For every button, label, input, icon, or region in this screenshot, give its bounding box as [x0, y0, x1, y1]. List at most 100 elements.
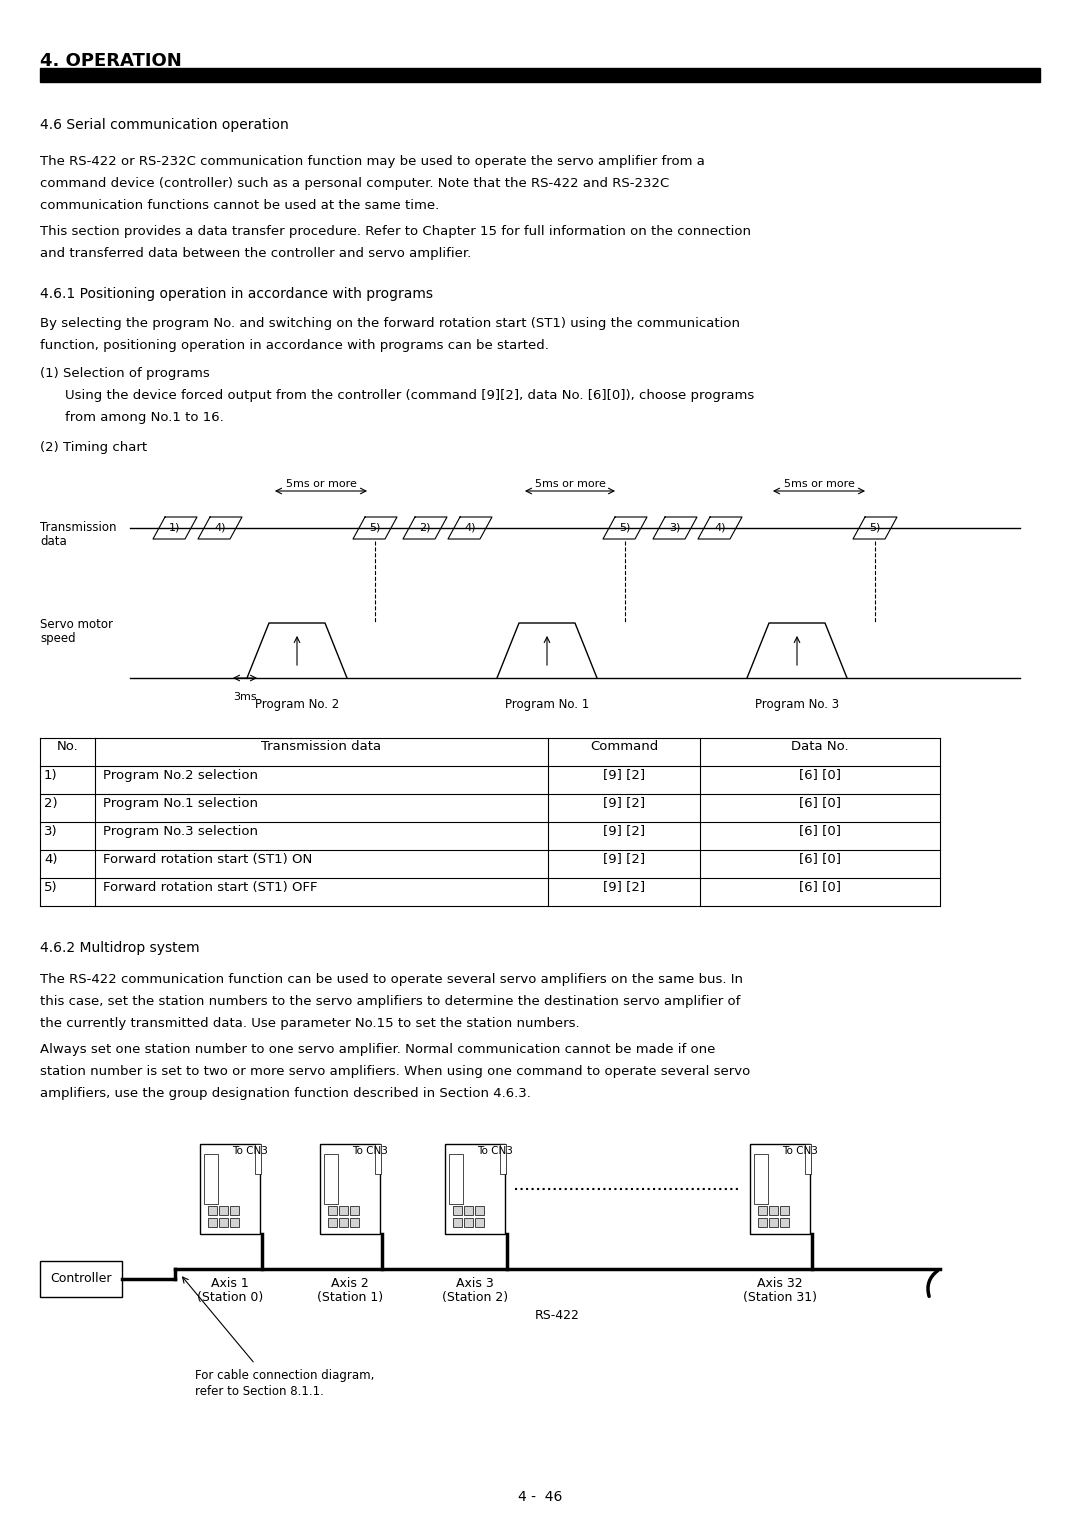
Bar — [375, 1144, 381, 1174]
Text: 4. OPERATION: 4. OPERATION — [40, 52, 181, 70]
Polygon shape — [603, 516, 647, 539]
Text: 2): 2) — [419, 523, 431, 533]
Bar — [204, 1154, 218, 1204]
Bar — [208, 1206, 217, 1215]
Text: Axis 32: Axis 32 — [757, 1277, 802, 1290]
Text: 4.6.2 Multidrop system: 4.6.2 Multidrop system — [40, 941, 200, 955]
Text: (Station 2): (Station 2) — [442, 1291, 508, 1303]
Text: Program No.3 selection: Program No.3 selection — [103, 825, 258, 837]
Polygon shape — [353, 516, 397, 539]
Text: 4 -  46: 4 - 46 — [517, 1490, 563, 1504]
Text: communication functions cannot be used at the same time.: communication functions cannot be used a… — [40, 199, 440, 212]
Text: (Station 31): (Station 31) — [743, 1291, 816, 1303]
Text: amplifiers, use the group designation function described in Section 4.6.3.: amplifiers, use the group designation fu… — [40, 1086, 531, 1100]
Bar — [339, 1218, 348, 1227]
Text: 1): 1) — [170, 523, 180, 533]
Text: By selecting the program No. and switching on the forward rotation start (ST1) u: By selecting the program No. and switchi… — [40, 316, 740, 330]
Text: Program No. 2: Program No. 2 — [255, 698, 339, 711]
Bar — [464, 1218, 473, 1227]
Text: [6] [0]: [6] [0] — [799, 880, 841, 894]
Bar — [475, 1206, 484, 1215]
Bar — [219, 1206, 228, 1215]
Text: Servo motor: Servo motor — [40, 617, 113, 631]
Text: station number is set to two or more servo amplifiers. When using one command to: station number is set to two or more ser… — [40, 1065, 751, 1077]
Text: the currently transmitted data. Use parameter No.15 to set the station numbers.: the currently transmitted data. Use para… — [40, 1018, 580, 1030]
Text: Data No.: Data No. — [792, 741, 849, 753]
Text: Axis 3: Axis 3 — [456, 1277, 494, 1290]
Bar — [320, 1144, 380, 1235]
Text: The RS-422 communication function can be used to operate several servo amplifier: The RS-422 communication function can be… — [40, 973, 743, 986]
Bar — [230, 1218, 239, 1227]
Bar — [324, 1154, 338, 1204]
Text: 5): 5) — [44, 880, 57, 894]
Bar — [475, 1218, 484, 1227]
Text: Axis 2: Axis 2 — [332, 1277, 369, 1290]
Text: Forward rotation start (ST1) ON: Forward rotation start (ST1) ON — [103, 853, 312, 865]
Text: Axis 1: Axis 1 — [211, 1277, 248, 1290]
Text: refer to Section 8.1.1.: refer to Section 8.1.1. — [195, 1384, 324, 1398]
Bar — [328, 1206, 337, 1215]
Polygon shape — [653, 516, 697, 539]
Text: 5): 5) — [619, 523, 631, 533]
Text: command device (controller) such as a personal computer. Note that the RS-422 an: command device (controller) such as a pe… — [40, 177, 670, 189]
Bar — [758, 1206, 767, 1215]
Text: 3): 3) — [670, 523, 680, 533]
Text: Program No.1 selection: Program No.1 selection — [103, 796, 258, 810]
Text: RS-422: RS-422 — [535, 1309, 580, 1322]
Bar — [40, 1261, 122, 1297]
Text: 4): 4) — [44, 853, 57, 865]
Text: 3ms: 3ms — [233, 692, 257, 701]
Text: 5): 5) — [369, 523, 380, 533]
Bar — [780, 1218, 789, 1227]
Text: [6] [0]: [6] [0] — [799, 769, 841, 781]
Text: Program No. 3: Program No. 3 — [755, 698, 839, 711]
Text: data: data — [40, 535, 67, 549]
Polygon shape — [698, 516, 742, 539]
Bar — [255, 1144, 261, 1174]
Text: To CN3: To CN3 — [477, 1146, 513, 1157]
Text: 4): 4) — [714, 523, 726, 533]
Text: Program No. 1: Program No. 1 — [504, 698, 589, 711]
Text: The RS-422 or RS-232C communication function may be used to operate the servo am: The RS-422 or RS-232C communication func… — [40, 154, 705, 168]
Text: 5ms or more: 5ms or more — [784, 478, 854, 489]
Text: Transmission data: Transmission data — [261, 741, 381, 753]
Bar — [453, 1218, 462, 1227]
Text: Using the device forced output from the controller (command [9][2], data No. [6]: Using the device forced output from the … — [65, 390, 754, 402]
Bar — [328, 1218, 337, 1227]
Text: [9] [2]: [9] [2] — [603, 769, 645, 781]
Text: [6] [0]: [6] [0] — [799, 825, 841, 837]
Text: (2) Timing chart: (2) Timing chart — [40, 442, 147, 454]
Bar — [750, 1144, 810, 1235]
Text: (Station 0): (Station 0) — [197, 1291, 264, 1303]
Text: 5ms or more: 5ms or more — [285, 478, 356, 489]
Text: 5ms or more: 5ms or more — [535, 478, 606, 489]
Bar — [769, 1218, 778, 1227]
Text: Controller: Controller — [51, 1273, 111, 1285]
Bar — [769, 1206, 778, 1215]
Bar — [754, 1154, 768, 1204]
Bar — [758, 1218, 767, 1227]
Text: 4): 4) — [464, 523, 476, 533]
Text: To CN3: To CN3 — [782, 1146, 818, 1157]
Text: Always set one station number to one servo amplifier. Normal communication canno: Always set one station number to one ser… — [40, 1044, 715, 1056]
Bar — [208, 1218, 217, 1227]
Text: [9] [2]: [9] [2] — [603, 880, 645, 894]
Text: Program No.2 selection: Program No.2 selection — [103, 769, 258, 781]
Bar — [350, 1218, 359, 1227]
Text: this case, set the station numbers to the servo amplifiers to determine the dest: this case, set the station numbers to th… — [40, 995, 741, 1008]
Text: To CN3: To CN3 — [232, 1146, 268, 1157]
Bar — [805, 1144, 811, 1174]
Text: No.: No. — [56, 741, 79, 753]
Text: function, positioning operation in accordance with programs can be started.: function, positioning operation in accor… — [40, 339, 549, 351]
Polygon shape — [153, 516, 197, 539]
Bar — [230, 1206, 239, 1215]
Text: For cable connection diagram,: For cable connection diagram, — [195, 1369, 375, 1381]
Text: 5): 5) — [869, 523, 880, 533]
Text: from among No.1 to 16.: from among No.1 to 16. — [65, 411, 224, 423]
Polygon shape — [403, 516, 447, 539]
Text: speed: speed — [40, 633, 76, 645]
Text: [6] [0]: [6] [0] — [799, 853, 841, 865]
Text: 4): 4) — [214, 523, 226, 533]
Text: Command: Command — [590, 741, 658, 753]
Bar — [219, 1218, 228, 1227]
